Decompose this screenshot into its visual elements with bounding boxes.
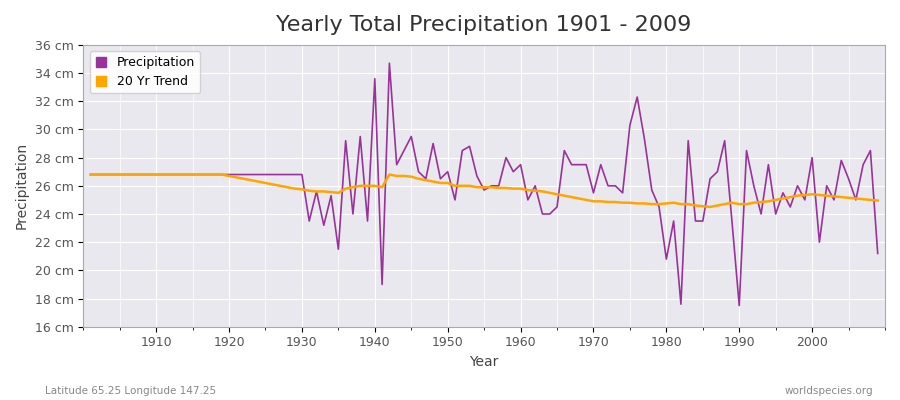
X-axis label: Year: Year	[470, 355, 499, 369]
20 Yr Trend	[143, 172, 154, 177]
Precipitation	[143, 172, 154, 177]
20 Yr Trend	[872, 198, 883, 203]
Precipitation	[515, 162, 526, 167]
Line: Precipitation: Precipitation	[91, 63, 878, 306]
20 Yr Trend	[515, 186, 526, 191]
20 Yr Trend	[705, 204, 716, 209]
Precipitation	[610, 184, 621, 188]
Precipitation	[523, 198, 534, 202]
20 Yr Trend	[347, 185, 358, 190]
Precipitation	[734, 303, 744, 308]
Title: Yearly Total Precipitation 1901 - 2009: Yearly Total Precipitation 1901 - 2009	[276, 15, 692, 35]
Precipitation	[347, 212, 358, 216]
Precipitation	[304, 219, 315, 224]
20 Yr Trend	[304, 188, 315, 193]
Precipitation	[86, 172, 96, 177]
20 Yr Trend	[603, 200, 614, 204]
Text: Latitude 65.25 Longitude 147.25: Latitude 65.25 Longitude 147.25	[45, 386, 216, 396]
Line: 20 Yr Trend: 20 Yr Trend	[91, 174, 878, 207]
Y-axis label: Precipitation: Precipitation	[15, 142, 29, 229]
Text: worldspecies.org: worldspecies.org	[785, 386, 873, 396]
Legend: Precipitation, 20 Yr Trend: Precipitation, 20 Yr Trend	[89, 51, 201, 93]
Precipitation	[872, 251, 883, 256]
20 Yr Trend	[508, 186, 518, 191]
20 Yr Trend	[86, 172, 96, 177]
Precipitation	[384, 61, 395, 66]
